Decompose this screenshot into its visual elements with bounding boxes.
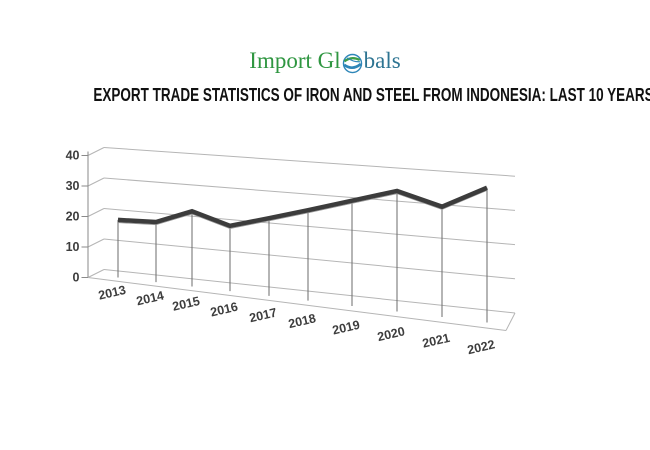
logo-text-import-gl: Import Gl: [249, 48, 341, 73]
series-line: [117, 185, 488, 229]
depth-line-0: [87, 269, 105, 278]
gridline-20: [103, 208, 516, 246]
title-row: EXPORT TRADE STATISTICS OF IRON AND STEE…: [0, 84, 650, 106]
x-category-label-2015: 2015: [171, 294, 201, 314]
x-category-label-2017: 2017: [248, 305, 278, 325]
x-category-label-2021: 2021: [421, 331, 451, 351]
depth-line-10: [87, 238, 105, 248]
y-tick-label-40: 40: [66, 149, 80, 163]
x-category-label-2018: 2018: [287, 311, 317, 331]
x-category-label-2013: 2013: [97, 283, 127, 303]
depth-line-40: [87, 147, 105, 156]
depth-line-30: [87, 177, 105, 187]
page-title: EXPORT TRADE STATISTICS OF IRON AND STEE…: [93, 85, 650, 105]
depth-line-20: [87, 208, 105, 217]
x-category-label-2020: 2020: [376, 324, 406, 344]
x-category-label-2019: 2019: [331, 318, 361, 338]
y-tick-label-0: 0: [73, 271, 80, 285]
y-tick-label-10: 10: [66, 240, 80, 254]
gridline-10: [103, 238, 516, 280]
y-tick-label-20: 20: [66, 210, 80, 224]
logo: Import Gl bals: [0, 46, 650, 76]
series-line-shadow: [117, 189, 488, 229]
gridline-40: [103, 147, 516, 177]
floor-right-edge: [505, 312, 516, 331]
x-category-label-2022: 2022: [466, 337, 496, 357]
floor-front-edge: [87, 277, 507, 331]
x-category-label-2014: 2014: [135, 288, 165, 308]
gridline-30: [103, 177, 516, 211]
globe-icon: [342, 53, 362, 73]
x-category-label-2016: 2016: [209, 300, 239, 320]
gridline-0: [103, 269, 516, 314]
logo-text-bals: bals: [363, 48, 401, 73]
y-tick-label-30: 30: [66, 179, 80, 193]
